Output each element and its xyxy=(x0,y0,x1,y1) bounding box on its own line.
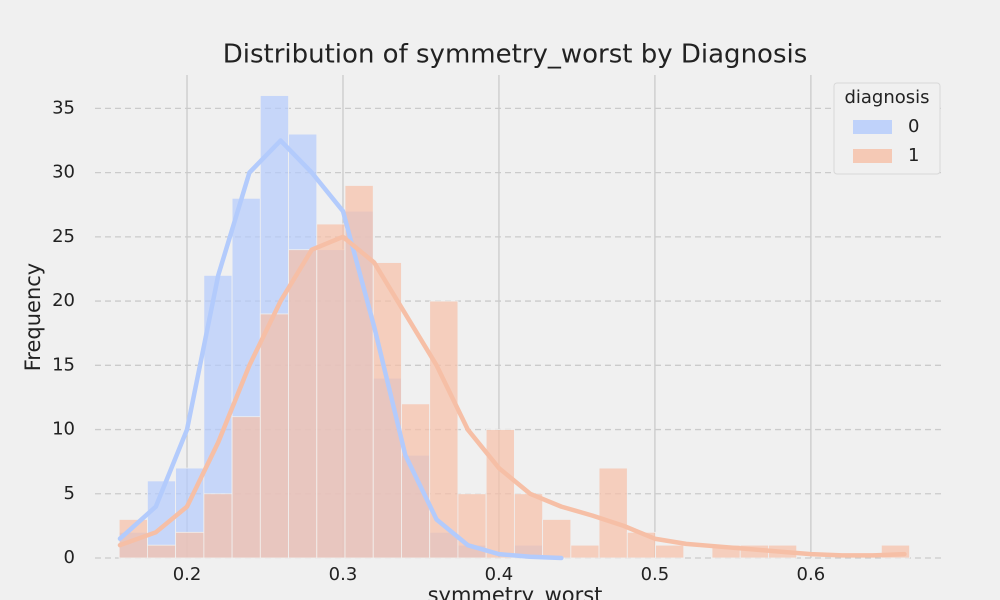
bar xyxy=(542,519,572,559)
x-tick-label: 0.3 xyxy=(329,564,358,585)
bar xyxy=(288,249,318,559)
legend-swatch xyxy=(853,120,892,134)
y-axis-label: Frequency xyxy=(21,263,45,372)
x-tick-label: 0.6 xyxy=(797,564,826,585)
y-tick-label: 20 xyxy=(52,290,75,311)
x-tick-label: 0.5 xyxy=(641,564,670,585)
bar xyxy=(570,544,600,559)
bar xyxy=(231,416,261,559)
chart-title: Distribution of symmetry_worst by Diagno… xyxy=(223,40,808,70)
kde-line xyxy=(117,234,907,558)
bar xyxy=(513,493,544,559)
y-tick-label: 15 xyxy=(52,354,75,375)
bar xyxy=(203,493,233,559)
kde-line xyxy=(117,138,564,561)
x-tick-label: 0.4 xyxy=(485,564,514,585)
bar xyxy=(655,544,685,559)
bar xyxy=(147,544,177,559)
legend-label: 0 xyxy=(908,116,919,137)
bar xyxy=(259,313,289,559)
y-tick-label: 10 xyxy=(52,419,75,440)
bar xyxy=(175,531,205,559)
y-tick-label: 25 xyxy=(52,226,75,247)
bar xyxy=(598,467,628,559)
bar xyxy=(429,300,459,559)
bar xyxy=(316,223,346,559)
bar xyxy=(485,429,515,559)
x-tick-label: 0.2 xyxy=(173,564,202,585)
bar xyxy=(372,262,402,559)
y-tick-label: 5 xyxy=(64,483,75,504)
y-tick-label: 0 xyxy=(64,547,75,568)
legend-label: 1 xyxy=(908,145,919,166)
legend-title: diagnosis xyxy=(844,87,929,108)
y-tick-label: 30 xyxy=(52,162,75,183)
y-tick-label: 35 xyxy=(52,97,75,118)
legend-swatch xyxy=(853,149,892,163)
x-axis-label: symmetry_worst xyxy=(428,583,603,600)
